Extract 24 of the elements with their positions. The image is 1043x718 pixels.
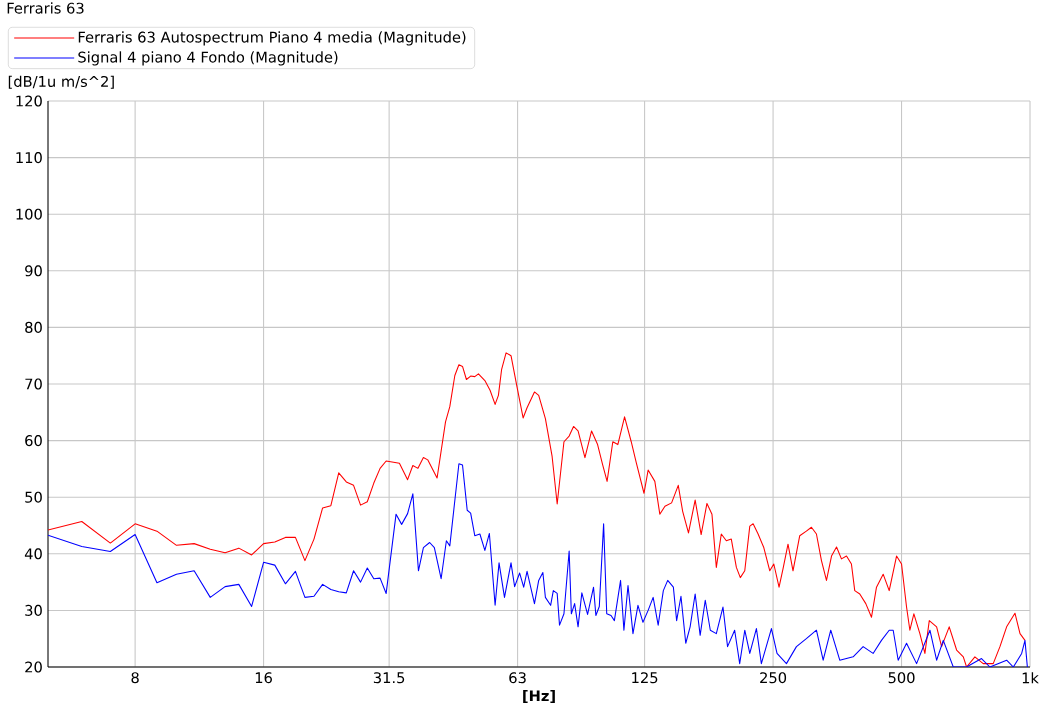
x-tick-label: 500 (888, 672, 915, 684)
y-tick-label: 90 (25, 265, 42, 277)
y-tick-label: 30 (25, 604, 42, 616)
chart-title: Ferraris 63 (7, 2, 84, 14)
x-tick-label: 250 (760, 672, 787, 684)
y-tick-label: 100 (16, 208, 42, 220)
x-tick-label: 8 (131, 672, 139, 684)
x-tick-label: 125 (632, 672, 658, 684)
y-tick-label: 120 (16, 95, 42, 107)
y-axis-title: [dB/1u m/s^2] (8, 75, 114, 89)
x-tick-label: 63 (509, 672, 526, 684)
legend-label: Ferraris 63 Autospectrum Piano 4 media (Magnitude) (78, 31, 466, 46)
x-tick-label: 1k (1022, 672, 1039, 684)
y-tick-label: 60 (25, 435, 42, 447)
y-tick-label: 110 (16, 152, 42, 164)
y-tick-label: 40 (24, 548, 42, 560)
x-tick-label: 16 (255, 672, 272, 684)
y-tick-label: 80 (25, 321, 42, 333)
x-tick-label: 31.5 (373, 672, 405, 684)
y-tick-label: 70 (25, 378, 42, 390)
x-axis-title: [Hz] (523, 689, 555, 704)
legend-label: Signal 4 piano 4 Fondo (Magnitude) (78, 51, 338, 66)
y-tick-label: 50 (25, 491, 42, 503)
y-tick-label: 20 (25, 661, 42, 673)
